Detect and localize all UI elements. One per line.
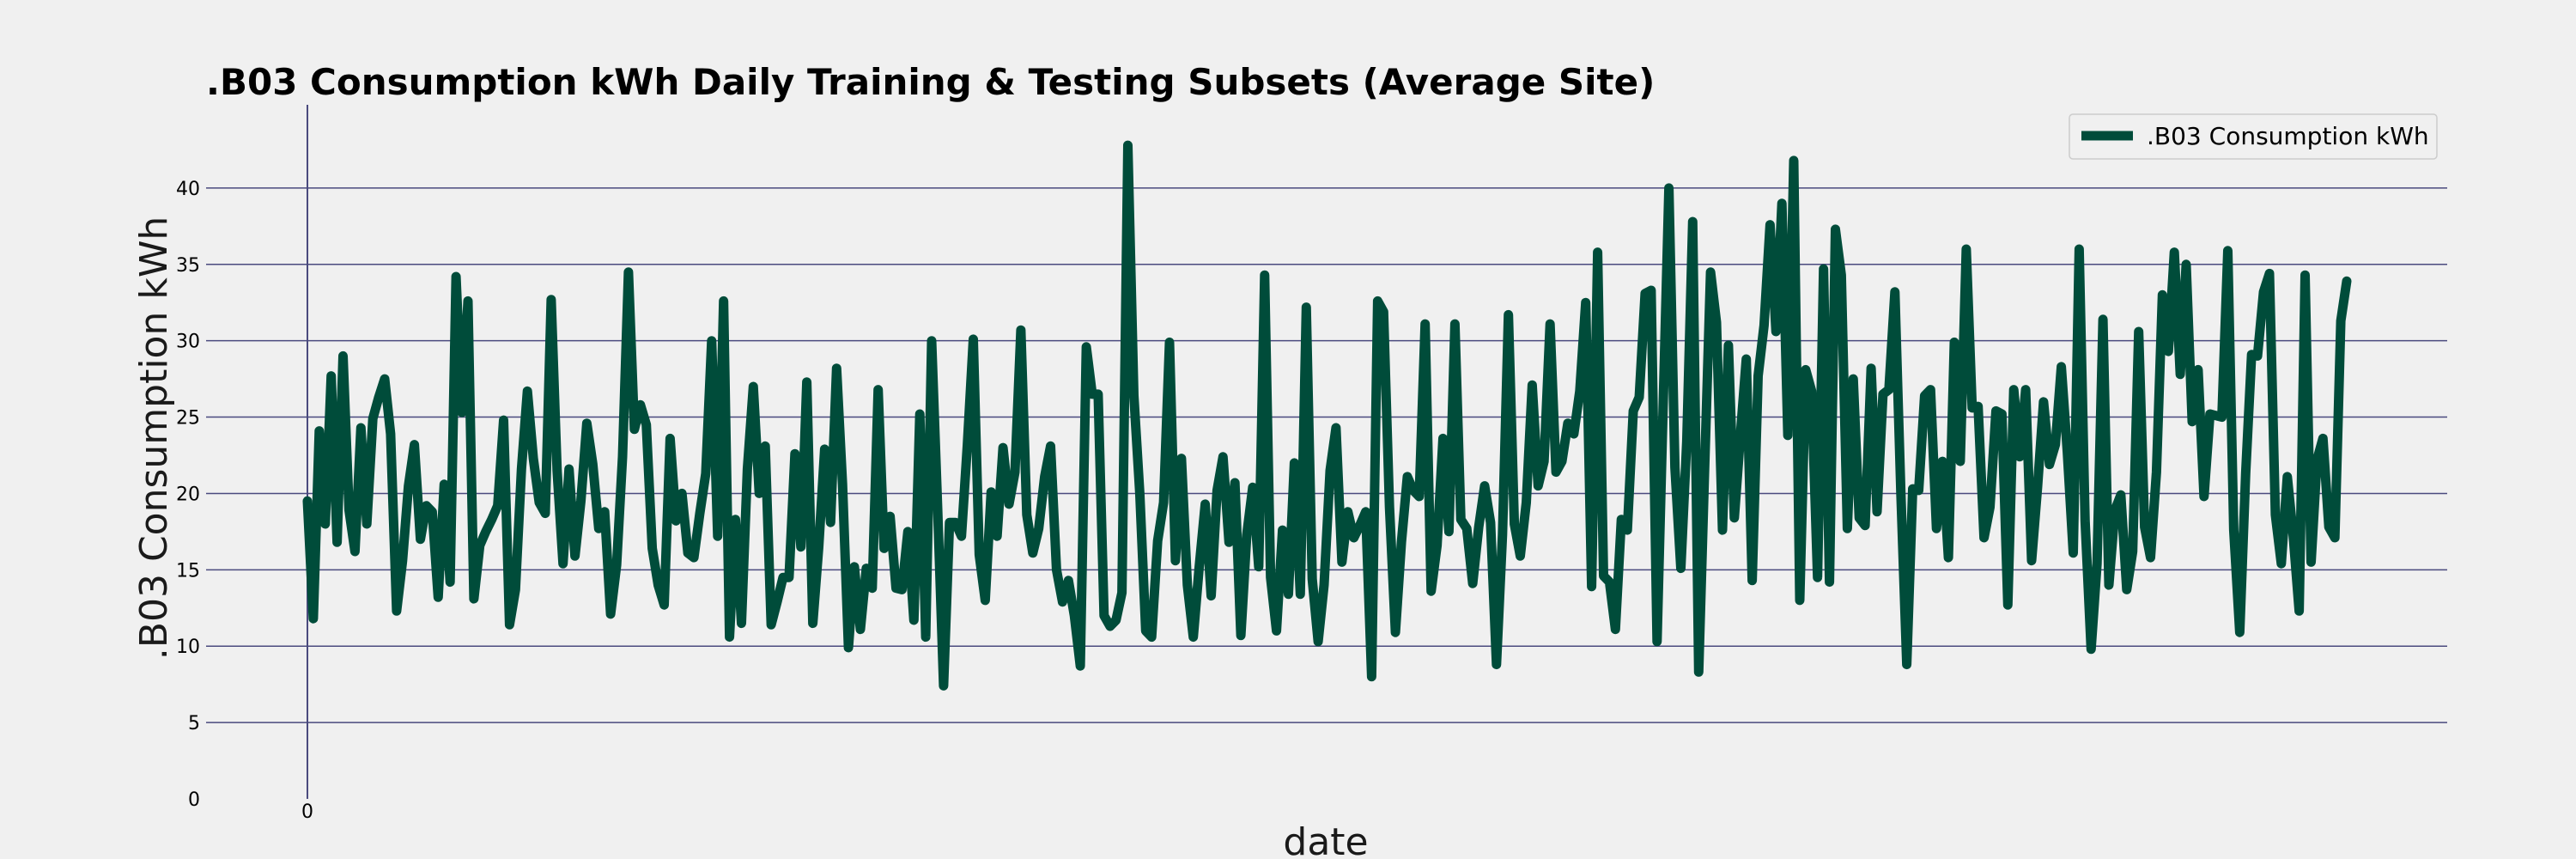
x-tick-label: 0 [301, 801, 313, 823]
legend-label: .B03 Consumption kWh [2147, 122, 2429, 150]
x-tick-labels: 0 [301, 801, 313, 823]
y-tick-label: 40 [176, 179, 200, 200]
y-tick-label: 10 [176, 637, 200, 658]
legend-box [2069, 113, 2438, 160]
y-axis-label: .B03 Consumption kWh [132, 216, 176, 660]
legend: .B03 Consumption kWh [2069, 113, 2438, 160]
y-tick-label: 0 [188, 789, 200, 811]
x-axis-label: date [1283, 820, 1368, 859]
y-tick-label: 30 [176, 332, 200, 353]
y-tick-label: 5 [188, 713, 200, 734]
y-tick-label: 35 [176, 255, 200, 277]
y-tick-label: 20 [176, 484, 200, 505]
chart-title: .B03 Consumption kWh Daily Training & Te… [206, 61, 1655, 103]
y-tick-label: 15 [176, 560, 200, 582]
y-tick-labels: 0 5 10 15 20 25 30 35 40 [176, 179, 200, 811]
y-tick-label: 25 [176, 408, 200, 430]
series-line [302, 140, 2352, 691]
